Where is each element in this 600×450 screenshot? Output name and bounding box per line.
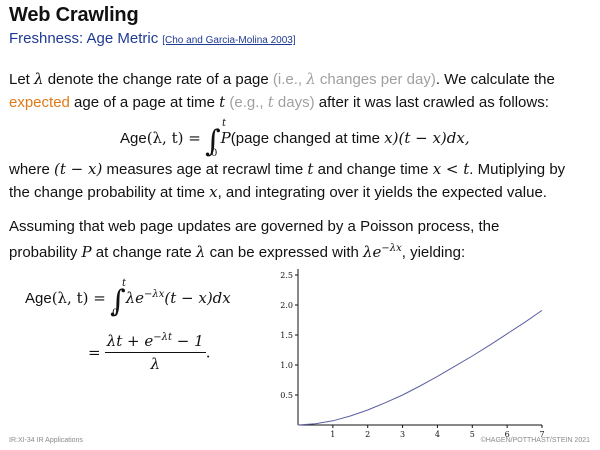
poisson-paragraph: Assuming that web page updates are gover… (9, 216, 594, 264)
text: can be expressed with (205, 244, 363, 261)
math: (t − x)dx (164, 289, 231, 307)
math: (λ, t) = (146, 129, 201, 147)
text: Let (9, 71, 35, 88)
denominator: λ (150, 355, 160, 373)
math: λt + e (106, 332, 154, 350)
text: , yielding: (401, 244, 466, 261)
y-tick-label: 2.5 (280, 271, 293, 280)
math: P (220, 129, 231, 147)
text: (e.g., (225, 94, 268, 111)
math: P (81, 243, 92, 261)
math: )(t − x)dx, (392, 129, 470, 147)
math: λe (363, 243, 382, 261)
slide-title: Web Crawling (9, 4, 139, 26)
x-tick-label: 3 (400, 430, 405, 439)
math: λe (125, 289, 145, 307)
text: , and integrating over it yields the exp… (217, 184, 547, 201)
age-curve (297, 309, 543, 426)
math: x < t (432, 160, 470, 178)
text: and change time (313, 161, 433, 178)
math: t (219, 93, 226, 111)
integral-sign: ∫ (110, 284, 126, 319)
numerator: λt + e−λt − 1 (104, 332, 206, 353)
x-tick-label: 7 (539, 430, 544, 439)
reference-link[interactable]: [Cho and Garcia-Molina 2003] (162, 35, 296, 46)
slide-subtitle: Freshness: Age Metric [Cho and Garcia-Mol… (9, 30, 296, 47)
lower-limit: 0 (211, 148, 218, 159)
highlight-expected: expected (9, 94, 70, 111)
y-tick-label: 0.5 (280, 391, 293, 400)
intro-paragraph: Let λ denote the change rate of a page (… (9, 68, 594, 114)
fraction: λt + e−λt − 1 λ (104, 332, 206, 373)
math: x (209, 183, 218, 201)
text: at change rate (91, 244, 196, 261)
x-tick-label: 6 (505, 430, 510, 439)
math: λ (306, 70, 316, 88)
math: − 1 (172, 332, 204, 350)
closed-form-equation: = λt + e−λt − 1 λ . (88, 332, 210, 373)
math: = (88, 343, 101, 362)
upper-limit: t (122, 278, 127, 289)
text: age of a page at time (69, 94, 220, 111)
x-tick-label: 5 (470, 430, 475, 439)
text: days) (273, 94, 315, 111)
explanation-paragraph: where (t − x) measures age at recrawl ti… (9, 158, 594, 204)
integral-sign: ∫ (205, 124, 221, 159)
text: Age (120, 130, 147, 147)
gray-aside: (e.g., t days) (225, 93, 315, 111)
y-tick-label: 1.0 (280, 361, 293, 370)
text: measures age at recrawl time (102, 161, 308, 178)
age-chart: 1 2 3 4 5 6 7 0.5 1.0 1.5 2.0 2.5 (280, 269, 545, 439)
text: probability (9, 244, 82, 261)
math: x (384, 129, 393, 147)
text: (i.e., (272, 71, 307, 88)
upper-limit: t (222, 118, 227, 129)
math: λ (195, 243, 206, 261)
text: where (9, 161, 55, 178)
x-tick-label: 2 (365, 430, 370, 439)
text: changes per day) (315, 71, 436, 88)
gray-aside: (i.e., λ changes per day) (272, 70, 436, 88)
math-superscript: −λt (153, 332, 173, 343)
math: t (267, 93, 274, 111)
math: . (205, 343, 211, 362)
subtitle-text: Freshness: Age Metric (9, 30, 159, 47)
text: denote the change rate of a page (43, 71, 273, 88)
age-definition-equation: Age(λ, t) = ∫P(page changed at time x)(t… (120, 124, 470, 159)
math: (λ, t) = (51, 289, 106, 307)
text: . We calculate the (435, 71, 555, 88)
text: Age (25, 290, 52, 307)
y-tick-label: 1.5 (280, 331, 293, 340)
footer-left: IR:XI-34 IR Applications (9, 437, 83, 444)
text: the change probability at time (9, 184, 210, 201)
text: . Mutiplying by (469, 161, 566, 178)
math: (t − x) (54, 160, 103, 178)
math: λ (34, 70, 44, 88)
footer-copyright: ©HAGEN/POTTHAST/STEIN 2021 (480, 437, 590, 444)
text: Assuming that web page updates are gover… (9, 218, 500, 235)
text: after it was last crawled as follows: (314, 94, 549, 111)
text: (page changed at time (230, 130, 385, 147)
lower-limit: 0 (112, 308, 119, 319)
math: t (307, 160, 314, 178)
math-superscript: −λx (381, 243, 402, 254)
poisson-age-equation: Age(λ, t) = ∫λe−λx(t − x)dx (25, 284, 231, 319)
x-tick-label: 1 (330, 430, 335, 439)
x-tick-label: 4 (435, 430, 440, 439)
y-tick-group: 0.5 1.0 1.5 2.0 2.5 (280, 271, 298, 400)
x-tick-group: 1 2 3 4 5 6 7 (330, 425, 545, 439)
math-superscript: −λx (144, 289, 165, 300)
y-tick-label: 2.0 (280, 301, 293, 310)
